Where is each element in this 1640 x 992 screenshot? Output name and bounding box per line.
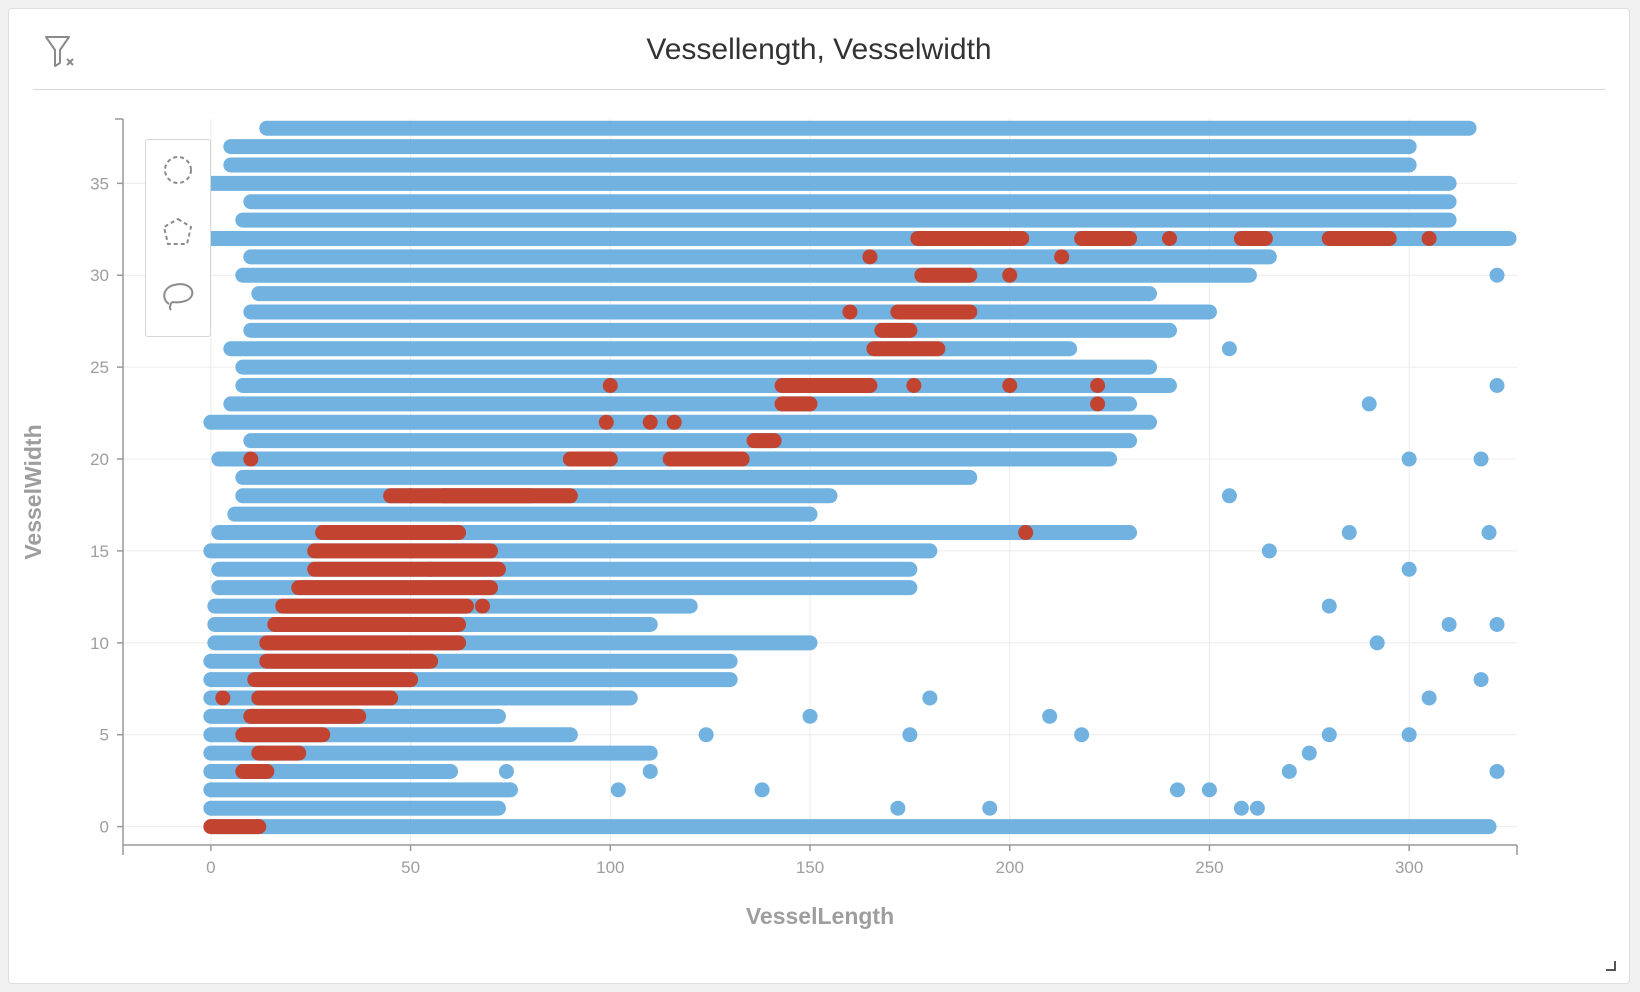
data-point [1281, 763, 1297, 779]
data-point [1090, 378, 1106, 394]
data-point [1090, 396, 1106, 412]
chart-card: Vessellength, Vesselwidth 0 5 10 15 20 25 30 35… [8, 8, 1630, 984]
series-group [203, 230, 1437, 835]
circle-select-icon[interactable] [160, 152, 196, 188]
chart-title: Vessellength, Vesselwidth [646, 33, 992, 66]
data-point [1421, 690, 1437, 706]
data-point [423, 561, 439, 577]
data-point [698, 727, 714, 743]
data-point [243, 451, 259, 467]
x-tick-label: 300 [1395, 858, 1423, 877]
data-point [1301, 745, 1317, 761]
x-axis-label: VesselLength [746, 903, 894, 929]
scatter-plot: 0 5 10 15 20 25 30 35 0 50 100 150 200 250 300 VesselLe… [20, 118, 1518, 929]
y-tick-label: 35 [90, 174, 109, 193]
data-point [498, 763, 514, 779]
resize-handle-icon[interactable] [1605, 959, 1617, 971]
y-tick-label: 10 [90, 634, 109, 653]
y-tick-label: 20 [90, 450, 109, 469]
data-point [642, 414, 658, 430]
data-point [1401, 451, 1417, 467]
data-point [1201, 782, 1217, 798]
data-point [598, 414, 614, 430]
data-point [315, 525, 331, 541]
y-tick-label: 5 [100, 726, 109, 745]
lasso-select-icon[interactable] [160, 278, 196, 314]
data-point [1341, 525, 1357, 541]
data-point [474, 598, 490, 614]
data-point [1002, 378, 1018, 394]
data-point [1018, 525, 1034, 541]
data-point [1369, 635, 1385, 651]
data-point [922, 690, 938, 706]
data-point [1441, 616, 1457, 632]
data-point [1401, 727, 1417, 743]
data-point [1361, 396, 1377, 412]
data-point [1321, 727, 1337, 743]
data-point [1473, 451, 1489, 467]
data-point [802, 708, 818, 724]
x-tick-label: 150 [796, 858, 824, 877]
data-point [1249, 800, 1265, 816]
series-group [203, 120, 1517, 835]
axes: 0 5 10 15 20 25 30 35 0 50 100 150 200 250 300 [90, 118, 1518, 877]
data-point [1221, 341, 1237, 357]
data-point [1233, 800, 1249, 816]
data-point [1489, 616, 1505, 632]
data-point [890, 800, 906, 816]
chart-header: Vessellength, Vesselwidth [33, 9, 1605, 90]
y-tick-label: 15 [90, 542, 109, 561]
data-point [403, 488, 419, 504]
data-point [1161, 230, 1177, 246]
data-point [1401, 561, 1417, 577]
data-point [1221, 488, 1237, 504]
data-point [1481, 525, 1497, 541]
data-point [1074, 727, 1090, 743]
y-tick-label: 0 [100, 818, 109, 837]
data-point [1473, 672, 1489, 688]
data-point [1421, 230, 1437, 246]
polygon-select-icon[interactable] [160, 214, 196, 250]
selection-toolbox [145, 139, 211, 337]
data-point [1321, 598, 1337, 614]
data-point [610, 782, 626, 798]
data-point [842, 304, 858, 320]
data-point [982, 800, 998, 816]
data-point [1169, 782, 1185, 798]
x-tick-label: 100 [596, 858, 624, 877]
data-point [906, 378, 922, 394]
data-point [754, 782, 770, 798]
y-axis-label: VesselWidth [20, 424, 46, 559]
data-point [1261, 543, 1277, 559]
data-point [902, 727, 918, 743]
filter-clear-icon[interactable] [43, 35, 83, 75]
data-point [1054, 249, 1070, 265]
data-point [1002, 267, 1018, 283]
y-tick-label: 30 [90, 266, 109, 285]
data-point [642, 763, 658, 779]
x-tick-label: 0 [206, 858, 215, 877]
data-point [602, 378, 618, 394]
data-point [215, 690, 231, 706]
y-tick-label: 25 [90, 358, 109, 377]
data-point [1042, 708, 1058, 724]
x-tick-label: 250 [1195, 858, 1223, 877]
data-point [1489, 378, 1505, 394]
data-point [666, 414, 682, 430]
data-point [1489, 267, 1505, 283]
x-tick-label: 200 [996, 858, 1024, 877]
data-point [1489, 763, 1505, 779]
x-tick-label: 50 [401, 858, 420, 877]
data-point [862, 249, 878, 265]
